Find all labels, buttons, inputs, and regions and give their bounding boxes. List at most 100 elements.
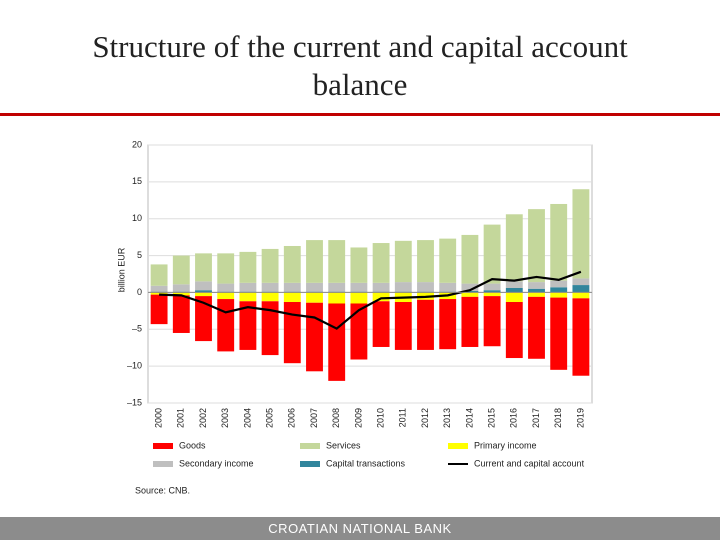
line xyxy=(159,270,582,330)
legend-swatch xyxy=(300,443,320,449)
bar xyxy=(394,240,412,283)
bar xyxy=(350,247,368,283)
bar xyxy=(350,282,368,292)
bar xyxy=(461,234,479,284)
x-tick-label: 2017 xyxy=(531,408,541,428)
bar xyxy=(505,281,523,289)
bar xyxy=(283,292,301,303)
bar xyxy=(328,240,346,283)
bar xyxy=(172,284,190,292)
x-tick-label: 2001 xyxy=(176,408,186,428)
bar xyxy=(372,301,390,347)
bar xyxy=(528,282,545,289)
bar xyxy=(217,253,235,284)
bar xyxy=(239,292,257,302)
x-tick-label: 2000 xyxy=(153,408,163,428)
y-tick-label: 20 xyxy=(132,139,142,149)
legend-label: Capital transactions xyxy=(326,458,406,468)
y-tick-label: 0 xyxy=(137,287,142,297)
bar xyxy=(306,282,323,292)
bar xyxy=(217,283,235,292)
y-tick-label: 10 xyxy=(132,213,142,223)
bar xyxy=(461,296,479,347)
bar xyxy=(328,282,346,292)
bar xyxy=(505,214,523,282)
x-tick-label: 2012 xyxy=(420,408,430,428)
bar xyxy=(572,292,590,299)
bar xyxy=(528,288,545,293)
slide-title: Structure of the current and capital acc… xyxy=(92,29,628,102)
bar xyxy=(217,292,235,300)
y-tick-label: –5 xyxy=(132,324,142,334)
bar xyxy=(150,294,168,325)
x-tick-label: 2014 xyxy=(464,408,474,428)
bar xyxy=(172,292,190,296)
bar xyxy=(261,301,279,356)
bar xyxy=(394,302,412,350)
plot-frame xyxy=(147,144,593,404)
bar xyxy=(195,292,212,297)
legend-label: Services xyxy=(326,440,361,450)
bar xyxy=(150,264,168,286)
bar xyxy=(283,282,301,292)
bar xyxy=(483,296,501,347)
y-tick-label: –10 xyxy=(127,361,142,371)
bar xyxy=(483,292,501,297)
bar xyxy=(550,280,568,288)
bar xyxy=(195,290,212,293)
y-tick-label: 5 xyxy=(137,250,142,260)
bar xyxy=(239,282,257,292)
bar xyxy=(550,297,568,370)
bar xyxy=(461,283,479,291)
legend-label: Current and capital account xyxy=(474,458,585,468)
bar xyxy=(417,282,434,292)
y-axis-title: billion EUR xyxy=(116,247,126,292)
x-tick-label: 2005 xyxy=(264,408,274,428)
x-tick-label: 2009 xyxy=(353,408,363,428)
x-tick-label: 2016 xyxy=(509,408,519,428)
legend-swatch xyxy=(153,461,173,467)
bar xyxy=(328,303,346,381)
bar xyxy=(394,282,412,292)
x-tick-label: 2011 xyxy=(398,408,408,427)
bar xyxy=(350,292,368,304)
legend-label: Secondary income xyxy=(179,458,254,468)
bar xyxy=(195,296,212,342)
y-tick-label: –15 xyxy=(127,397,142,407)
bar xyxy=(306,292,323,303)
bar xyxy=(350,303,368,360)
bar xyxy=(483,283,501,291)
bar xyxy=(550,292,568,298)
legend-label: Primary income xyxy=(474,440,537,450)
bar xyxy=(461,290,479,293)
x-tick-label: 2004 xyxy=(242,408,252,428)
bar xyxy=(172,255,190,285)
bar xyxy=(550,203,568,281)
x-tick-label: 2015 xyxy=(486,408,496,428)
bar xyxy=(417,240,434,283)
bar xyxy=(372,292,390,302)
bar xyxy=(505,288,523,293)
y-tick-label: 15 xyxy=(132,176,142,186)
legend-swatch xyxy=(448,443,468,449)
bar xyxy=(572,298,590,376)
bar xyxy=(572,189,590,279)
legend-swatch xyxy=(153,443,173,449)
bar xyxy=(550,287,568,293)
bar xyxy=(439,282,457,292)
bar xyxy=(195,253,212,282)
bar xyxy=(572,285,590,293)
x-tick-label: 2010 xyxy=(375,408,385,428)
bar xyxy=(439,299,457,350)
x-tick-label: 2008 xyxy=(331,408,341,428)
bar xyxy=(283,302,301,364)
bar xyxy=(261,292,279,302)
bar xyxy=(239,301,257,350)
footer: CROATIAN NATIONAL BANK xyxy=(0,517,720,540)
x-tick-label: 2013 xyxy=(442,408,452,428)
bar xyxy=(239,251,257,283)
title-rule xyxy=(0,113,720,116)
bar xyxy=(372,282,390,292)
bar xyxy=(528,296,545,359)
